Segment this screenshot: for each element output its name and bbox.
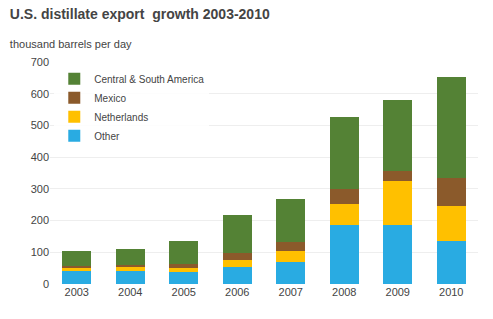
svg-text:2005: 2005 — [172, 286, 196, 298]
svg-text:2009: 2009 — [386, 286, 410, 298]
svg-text:2008: 2008 — [332, 286, 356, 298]
svg-text:500: 500 — [31, 119, 49, 131]
svg-text:Netherlands: Netherlands — [94, 112, 148, 123]
svg-text:600: 600 — [31, 88, 49, 100]
svg-text:200: 200 — [31, 214, 49, 226]
svg-text:300: 300 — [31, 183, 49, 195]
svg-text:2003: 2003 — [65, 286, 89, 298]
svg-text:700: 700 — [31, 56, 49, 68]
svg-text:100: 100 — [31, 246, 49, 258]
svg-text:0: 0 — [43, 278, 49, 290]
svg-text:2006: 2006 — [225, 286, 249, 298]
svg-text:thousand barrels per day: thousand barrels per day — [10, 38, 132, 50]
svg-text:400: 400 — [31, 151, 49, 163]
svg-text:Mexico: Mexico — [94, 93, 126, 104]
svg-text:U.S. distillate export growth: U.S. distillate export growth 2003-2010 — [10, 6, 270, 22]
svg-text:2010: 2010 — [439, 286, 463, 298]
svg-text:2004: 2004 — [118, 286, 142, 298]
svg-text:Other: Other — [94, 131, 120, 142]
svg-text:Central & South America: Central & South America — [94, 74, 204, 85]
svg-text:2007: 2007 — [279, 286, 303, 298]
